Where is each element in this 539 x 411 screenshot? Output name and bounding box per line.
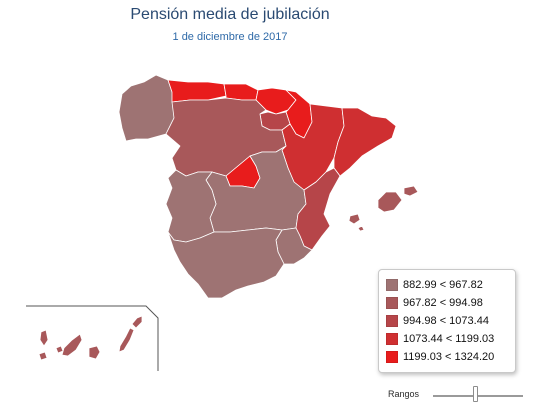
legend-label: 882.99 < 967.82 <box>403 279 483 291</box>
ranges-label: Rangos <box>388 389 420 399</box>
canarias-inset-frame <box>26 305 159 371</box>
region-valenciana[interactable] <box>295 167 341 251</box>
legend-swatch <box>386 297 398 309</box>
legend-swatch <box>386 351 398 363</box>
legend-label: 994.98 < 1073.44 <box>403 315 489 327</box>
region-menorca[interactable] <box>403 185 419 197</box>
region-canarias-lanzarote[interactable] <box>131 315 143 329</box>
region-mallorca[interactable] <box>377 191 403 213</box>
map-legend: 882.99 < 967.82 967.82 < 994.98 994.98 <… <box>378 269 516 373</box>
legend-swatch <box>386 279 398 291</box>
region-cantabria[interactable] <box>223 83 259 101</box>
ranges-slider-track[interactable] <box>433 395 523 397</box>
region-canarias-el-hierro[interactable] <box>38 351 48 361</box>
region-canarias-la-palma[interactable] <box>39 329 49 347</box>
region-ibiza[interactable] <box>348 213 361 225</box>
legend-item[interactable]: 1199.03 < 1324.20 <box>386 350 494 364</box>
region-andalucia[interactable] <box>167 227 285 299</box>
legend-swatch <box>386 315 398 327</box>
map-subtitle: 1 de diciembre de 2017 <box>172 31 288 43</box>
legend-label: 967.82 < 994.98 <box>403 297 483 309</box>
legend-item[interactable]: 1073.44 < 1199.03 <box>386 332 494 346</box>
region-asturias[interactable] <box>167 79 227 103</box>
region-canarias-gran-canaria[interactable] <box>88 345 101 360</box>
legend-swatch <box>386 333 398 345</box>
legend-item[interactable]: 967.82 < 994.98 <box>386 296 483 310</box>
ranges-slider-thumb[interactable] <box>473 386 478 402</box>
region-canarias-la-gomera[interactable] <box>55 345 64 354</box>
legend-item[interactable]: 882.99 < 967.82 <box>386 278 483 292</box>
legend-label: 1073.44 < 1199.03 <box>403 333 495 345</box>
region-canarias-fuerteventura[interactable] <box>118 327 135 353</box>
legend-label: 1199.03 < 1324.20 <box>403 351 495 363</box>
region-canarias-tenerife[interactable] <box>61 333 83 357</box>
legend-item[interactable]: 994.98 < 1073.44 <box>386 314 489 328</box>
map-title: Pensión media de jubilación <box>130 6 330 23</box>
region-cataluna[interactable] <box>333 107 397 177</box>
region-formentera[interactable] <box>357 225 365 232</box>
